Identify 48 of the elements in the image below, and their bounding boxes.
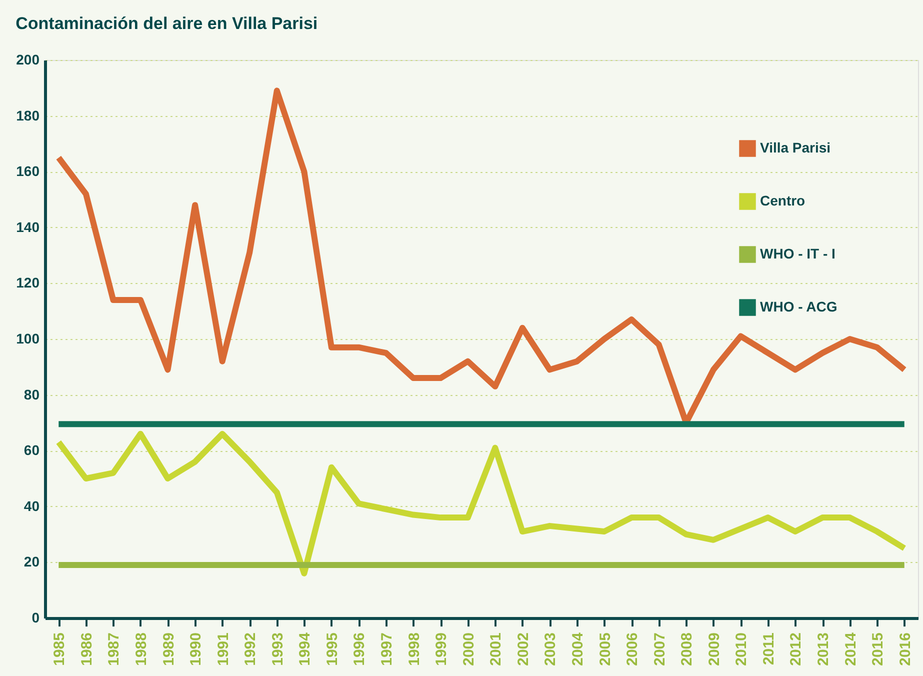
- x-tick-label: 2002: [514, 632, 532, 666]
- x-tick-label: 2010: [733, 632, 750, 666]
- x-tick-label: 2008: [678, 632, 696, 666]
- x-tick-label: 2001: [488, 632, 505, 666]
- x-tick-label: 2012: [788, 632, 805, 666]
- x-tick-label: 1999: [433, 632, 450, 666]
- y-tick-label: 40: [24, 498, 40, 514]
- x-tick-label: 1987: [106, 632, 123, 666]
- y-tick-label: 160: [16, 163, 40, 180]
- y-tick-label: 120: [16, 274, 40, 291]
- x-tick-label: 1989: [160, 632, 178, 666]
- x-tick-label: 1990: [188, 632, 205, 666]
- x-tick-label: 1986: [78, 632, 96, 666]
- legend-label: Villa Parisi: [760, 140, 831, 156]
- x-tick-label: 2000: [460, 632, 478, 666]
- x-tick-label: 2014: [842, 632, 860, 666]
- x-tick-label: 2013: [815, 632, 832, 666]
- y-tick-label: 20: [24, 554, 40, 570]
- x-tick-label: 2003: [542, 632, 560, 666]
- x-tick-label: 2015: [870, 632, 887, 666]
- x-tick-label: 1985: [51, 632, 68, 666]
- chart-title: Contaminación del aire en Villa Parisi: [16, 14, 318, 33]
- x-tick-label: 1988: [132, 632, 150, 666]
- y-tick-label: 140: [16, 218, 40, 235]
- legend-label: Centro: [760, 192, 806, 208]
- y-tick-label: 200: [16, 52, 40, 68]
- x-tick-label: 1998: [406, 632, 423, 666]
- legend-label: WHO - IT - I: [760, 246, 836, 262]
- x-tick-label: 2011: [760, 632, 778, 666]
- x-tick-label: 2004: [569, 632, 586, 666]
- x-tick-label: 1994: [296, 632, 314, 666]
- legend-label: WHO - ACG: [760, 298, 838, 314]
- x-tick-label: 1992: [242, 632, 260, 666]
- x-tick-label: 2009: [706, 632, 723, 666]
- x-tick-label: 1991: [214, 632, 232, 666]
- x-tick-label: 1995: [324, 632, 341, 666]
- x-tick-label: 1997: [378, 632, 396, 666]
- x-tick-label: 2007: [651, 632, 668, 666]
- x-tick-label: 1993: [269, 632, 286, 666]
- y-tick-label: 180: [16, 107, 40, 124]
- y-tick-label: 100: [16, 330, 40, 346]
- y-tick-label: 0: [32, 610, 40, 626]
- x-tick-label: 1996: [351, 632, 368, 666]
- y-tick-label: 80: [24, 386, 40, 402]
- x-tick-label: 2006: [624, 632, 642, 666]
- x-tick-label: 2016: [896, 632, 914, 666]
- y-tick-label: 60: [24, 442, 40, 458]
- x-tick-label: 2005: [596, 632, 614, 666]
